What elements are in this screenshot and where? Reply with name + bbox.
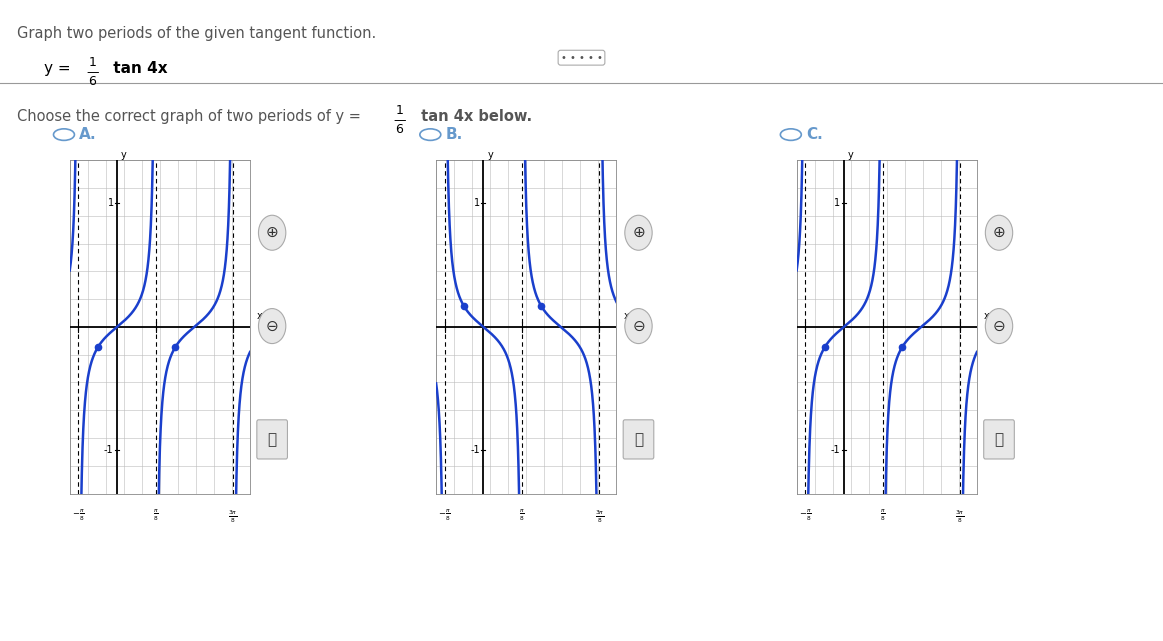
Text: ⊕: ⊕ <box>633 225 644 240</box>
Text: $\frac{3\pi}{8}$: $\frac{3\pi}{8}$ <box>594 508 604 525</box>
Text: tan 4x: tan 4x <box>108 61 167 76</box>
Text: y =: y = <box>44 61 71 76</box>
Text: A.: A. <box>79 127 97 142</box>
Text: -1: -1 <box>104 445 114 455</box>
Text: ⊕: ⊕ <box>266 225 278 240</box>
Text: 1: 1 <box>473 199 480 208</box>
Text: —: — <box>393 114 406 127</box>
Text: $\frac{\pi}{8}$: $\frac{\pi}{8}$ <box>152 508 158 524</box>
Text: 6: 6 <box>88 75 97 88</box>
Circle shape <box>985 308 1013 344</box>
Text: ⧉: ⧉ <box>267 432 277 447</box>
Text: 1: 1 <box>107 199 114 208</box>
Circle shape <box>985 215 1013 250</box>
Text: y: y <box>487 150 493 160</box>
Text: $-\frac{\pi}{8}$: $-\frac{\pi}{8}$ <box>438 508 451 524</box>
Text: y: y <box>121 150 127 160</box>
Text: -1: -1 <box>470 445 480 455</box>
Text: y: y <box>848 150 854 160</box>
Text: ⊕: ⊕ <box>993 225 1005 240</box>
Circle shape <box>625 308 652 344</box>
Text: $\frac{\pi}{8}$: $\frac{\pi}{8}$ <box>879 508 885 524</box>
Text: $\frac{\pi}{8}$: $\frac{\pi}{8}$ <box>519 508 525 524</box>
Text: 1: 1 <box>834 199 841 208</box>
Text: $\frac{3\pi}{8}$: $\frac{3\pi}{8}$ <box>228 508 237 525</box>
Text: • • • • •: • • • • • <box>561 53 602 63</box>
Text: 6: 6 <box>395 123 404 136</box>
Text: x: x <box>257 311 263 320</box>
Text: Choose the correct graph of two periods of y =: Choose the correct graph of two periods … <box>17 109 362 124</box>
FancyBboxPatch shape <box>623 420 654 459</box>
Text: ⧉: ⧉ <box>634 432 643 447</box>
FancyBboxPatch shape <box>984 420 1014 459</box>
Circle shape <box>258 215 286 250</box>
Text: 1: 1 <box>88 56 97 69</box>
Text: ⧉: ⧉ <box>994 432 1004 447</box>
Text: 1: 1 <box>395 104 404 117</box>
Text: x: x <box>623 311 629 320</box>
Text: ⊖: ⊖ <box>993 319 1005 333</box>
Text: B.: B. <box>445 127 463 142</box>
Text: ⊖: ⊖ <box>633 319 644 333</box>
Text: $\frac{3\pi}{8}$: $\frac{3\pi}{8}$ <box>955 508 964 525</box>
Circle shape <box>625 215 652 250</box>
Text: tan 4x below.: tan 4x below. <box>416 109 533 124</box>
Text: x: x <box>984 311 990 320</box>
Text: $-\frac{\pi}{8}$: $-\frac{\pi}{8}$ <box>72 508 85 524</box>
Text: Graph two periods of the given tangent function.: Graph two periods of the given tangent f… <box>17 26 377 40</box>
Circle shape <box>258 308 286 344</box>
Text: ⊖: ⊖ <box>266 319 278 333</box>
Text: —: — <box>86 66 99 79</box>
Text: -1: -1 <box>830 445 841 455</box>
FancyBboxPatch shape <box>257 420 287 459</box>
Text: $-\frac{\pi}{8}$: $-\frac{\pi}{8}$ <box>799 508 812 524</box>
Text: C.: C. <box>806 127 822 142</box>
